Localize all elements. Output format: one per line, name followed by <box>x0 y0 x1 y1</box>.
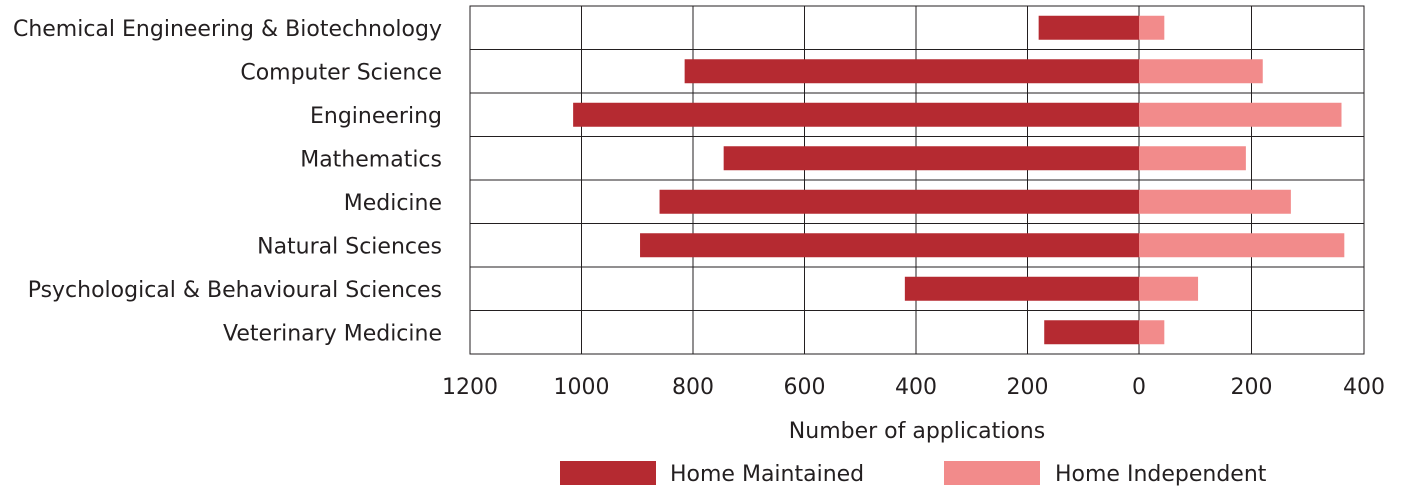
bar-home-independent <box>1139 233 1345 258</box>
bar-home-independent <box>1139 320 1165 345</box>
legend-home-independent-label: Home Independent <box>1055 462 1267 487</box>
bar-home-independent <box>1139 146 1246 171</box>
legend: Home Maintained Home Independent <box>560 461 1267 487</box>
category-label: Computer Science <box>240 60 442 85</box>
x-axis-title: Number of applications <box>789 419 1045 444</box>
category-label: Mathematics <box>300 147 442 172</box>
x-tick-label: 800 <box>672 375 714 400</box>
legend-home-maintained-swatch <box>560 461 656 485</box>
bar-home-independent <box>1139 102 1342 127</box>
bar-home-maintained <box>640 233 1139 258</box>
bars <box>573 15 1345 345</box>
legend-home-independent-swatch <box>944 461 1040 485</box>
bar-home-maintained <box>684 59 1139 84</box>
category-label: Natural Sciences <box>257 234 442 259</box>
x-tick-label: 200 <box>1007 375 1049 400</box>
x-tick-labels: 1200 1000 800 600 400 200 0 200 400 <box>442 375 1385 400</box>
x-tick-label: 200 <box>1231 375 1273 400</box>
plot-frame <box>469 5 1365 355</box>
x-tick-label: 400 <box>895 375 937 400</box>
grid <box>469 6 1365 354</box>
bar-home-maintained <box>1044 320 1139 345</box>
bar-home-maintained <box>904 276 1139 301</box>
category-label: Chemical Engineering & Biotechnology <box>13 17 442 42</box>
bar-home-independent <box>1139 59 1263 84</box>
x-tick-label: 1000 <box>554 375 610 400</box>
bar-home-maintained <box>573 102 1139 127</box>
category-label: Psychological & Behavioural Sciences <box>28 278 442 303</box>
category-labels: Chemical Engineering & Biotechnology Comp… <box>13 17 442 347</box>
bar-home-maintained <box>659 189 1139 214</box>
bar-home-maintained <box>723 146 1139 171</box>
x-tick-label: 1200 <box>442 375 498 400</box>
x-tick-label: 600 <box>784 375 826 400</box>
bar-home-independent <box>1139 189 1291 214</box>
category-label: Engineering <box>310 104 442 129</box>
bar-home-independent <box>1139 276 1199 301</box>
legend-home-maintained-label: Home Maintained <box>670 462 864 487</box>
bar-home-independent <box>1139 15 1165 40</box>
x-tick-label: 0 <box>1132 375 1146 400</box>
category-label: Veterinary Medicine <box>223 321 442 346</box>
category-label: Medicine <box>344 191 442 216</box>
x-tick-label: 400 <box>1343 375 1385 400</box>
bar-home-maintained <box>1038 15 1139 40</box>
plot-border <box>469 5 1365 355</box>
